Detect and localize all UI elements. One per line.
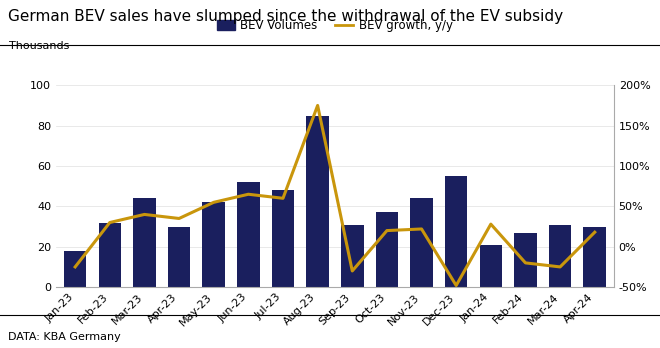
Bar [411, 198, 433, 287]
Bar [376, 212, 398, 287]
Bar [203, 202, 225, 287]
Text: German BEV sales have slumped since the withdrawal of the EV subsidy: German BEV sales have slumped since the … [8, 9, 563, 24]
Bar [341, 224, 364, 287]
Bar [480, 245, 502, 287]
Bar [549, 224, 572, 287]
Bar [583, 227, 606, 287]
Text: Thousands: Thousands [9, 41, 69, 51]
Bar [272, 190, 294, 287]
Legend: BEV Volumes, BEV growth, y/y: BEV Volumes, BEV growth, y/y [212, 15, 458, 37]
Bar [168, 227, 190, 287]
Bar [237, 182, 259, 287]
Bar [306, 116, 329, 287]
Bar [445, 176, 467, 287]
Bar [98, 222, 121, 287]
Bar [133, 198, 156, 287]
Bar [514, 232, 537, 287]
Text: DATA: KBA Germany: DATA: KBA Germany [8, 332, 121, 342]
Bar [64, 251, 86, 287]
